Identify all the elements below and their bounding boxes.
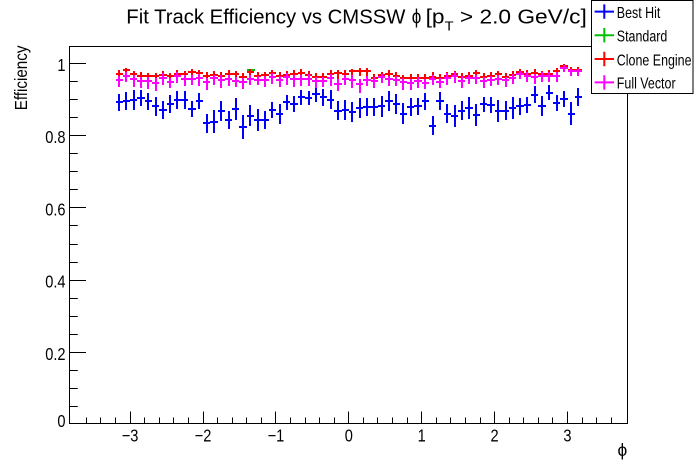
svg-text:0.6: 0.6 bbox=[45, 200, 65, 219]
svg-text:−2: −2 bbox=[195, 426, 212, 445]
svg-text:0: 0 bbox=[345, 426, 353, 445]
svg-text:ϕ: ϕ bbox=[618, 440, 628, 460]
svg-text:ϕ: ϕ bbox=[412, 5, 422, 28]
svg-text:Best Hit: Best Hit bbox=[617, 4, 661, 22]
svg-text:−3: −3 bbox=[122, 426, 139, 445]
svg-text:−1: −1 bbox=[268, 426, 285, 445]
svg-text:Full Vector: Full Vector bbox=[617, 74, 676, 92]
svg-text:1: 1 bbox=[57, 56, 65, 75]
svg-text:0.4: 0.4 bbox=[45, 272, 65, 291]
svg-text:Efficiency: Efficiency bbox=[12, 45, 31, 110]
svg-text:0: 0 bbox=[57, 412, 65, 431]
svg-text:Fit Track Efficiency vs CMSSW: Fit Track Efficiency vs CMSSW bbox=[126, 7, 406, 29]
svg-text:1: 1 bbox=[418, 426, 426, 445]
svg-text:0.2: 0.2 bbox=[45, 345, 65, 364]
svg-text:0.8: 0.8 bbox=[45, 128, 65, 147]
svg-text:Standard: Standard bbox=[617, 27, 668, 45]
svg-text:3: 3 bbox=[563, 426, 571, 445]
svg-text:2: 2 bbox=[491, 426, 499, 445]
svg-text:Clone Engine: Clone Engine bbox=[617, 51, 692, 69]
